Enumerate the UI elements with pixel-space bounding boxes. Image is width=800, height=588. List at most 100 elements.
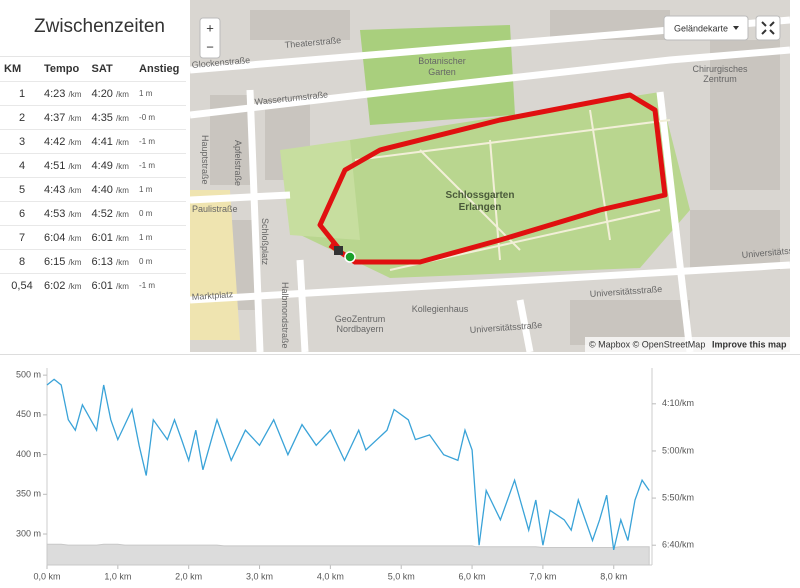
column-header: Anstieg [139,63,180,75]
split-row: 2 4:37 /km 4:35 /km -0 m [0,105,186,130]
pace-cell: 4:37 /km [40,105,88,130]
pace-value: 4:43 [44,183,66,196]
street-label: Theaterstraße [284,35,341,50]
y-tick-label: 400 m [16,449,41,459]
street-label: Apfelstraße [233,140,243,186]
unit: /km [68,257,82,267]
elev-cell: -1 m [135,153,186,178]
unit: /km [68,137,82,147]
sat-value: 6:13 [91,255,113,268]
km-cell: 1 [0,81,40,106]
layer-button[interactable] [663,15,749,41]
place-label: Kollegienhaus [412,304,469,314]
splits-title: Zwischenzeiten [0,0,190,57]
street-label: Schloßplatz [260,218,270,266]
sat-cell: 6:01 /km [87,273,136,297]
sat-value: 4:35 [91,111,113,124]
pace-value: 6:15 [44,255,66,268]
sat-cell: 6:13 /km [87,249,136,274]
fullscreen-button[interactable] [755,15,781,41]
pace-value: 4:37 [44,111,66,124]
x-tick-label: 3,0 km [246,571,273,581]
elev-cell: 0 m [135,249,186,274]
elev-cell: -1 m [135,129,186,154]
unit: /km [116,89,129,99]
x-tick-label: 6,0 km [459,571,486,581]
garden-west [280,140,360,240]
km-cell: 2 [0,105,40,130]
unit: /km [116,137,129,147]
park [285,92,690,278]
unit: /km [68,113,82,123]
elev-cell: -1 m [135,273,186,297]
x-tick-label: 7,0 km [529,571,556,581]
pace-value: 4:53 [44,207,66,220]
zoom-box [199,17,221,59]
km-cell: 3 [0,129,40,154]
unit: /km [68,209,82,219]
unit: /km [116,209,129,219]
y-tick-label: 500 m [16,370,41,380]
sat-value: 4:20 [91,87,113,100]
pace-value: 6:04 [44,231,66,244]
place-label: Nordbayern [336,324,383,334]
y-tick-label: 350 m [16,489,41,499]
pace-cell: 4:23 /km [40,81,88,106]
zoom-in[interactable]: + [206,20,214,35]
sat-value: 6:01 [91,231,113,244]
park-label: Schlossgarten [446,190,515,201]
split-row: 3 4:42 /km 4:41 /km -1 m [0,129,186,154]
pace-cell: 6:04 /km [40,225,88,250]
chart: 300 m 350 m 400 m 450 m 500 m 4:10/km 5:00/km 5… [0,354,800,581]
splits-panel: Zwischenzeiten KM Tempo SAT Anstieg 1 4:23 /… [0,0,191,352]
x-tick-label: 2,0 km [175,571,202,581]
improve-link[interactable]: Improve this map [712,339,787,349]
place-label: Chirurgisches [692,64,748,74]
unit: /km [116,113,129,123]
route [317,92,668,265]
header-row: KM Tempo SAT Anstieg [0,57,186,82]
elev-cell: 1 m [135,177,186,202]
elev-cell: 0 m [135,201,186,226]
split-row: 4 4:51 /km 4:49 /km -1 m [0,153,186,178]
unit: /km [68,89,82,99]
unit: /km [116,233,129,243]
split-row: 1 4:23 /km 4:20 /km 1 m [0,81,186,106]
pace-value: 4:23 [44,87,66,100]
street-label: Halbmondstraße [280,282,290,349]
km-cell: 0,54 [0,273,40,297]
pace-cell: 4:42 /km [40,129,88,154]
elev-cell: 1 m [135,225,186,250]
layer-label[interactable]: Geländekarte [674,23,728,33]
unit: /km [68,161,82,171]
unit: /km [116,185,129,195]
km-cell: 5 [0,177,40,202]
rows: 1 4:23 /km 4:20 /km 1 m 2 4:37 /km 4:35 /km -0 … [0,81,186,297]
y2-tick-label: 4:10/km [662,398,694,408]
sat-cell: 4:20 /km [87,81,136,106]
split-row: 8 6:15 /km 6:13 /km 0 m [0,249,186,274]
y-tick-label: 450 m [16,409,41,419]
sat-value: 4:52 [91,207,113,220]
sat-value: 6:01 [91,279,113,292]
pace-cell: 6:02 /km [40,273,88,297]
elev-cell: -0 m [135,105,186,130]
sat-cell: 4:35 /km [87,105,136,130]
pace-value: 4:51 [44,159,66,172]
pace-cell: 4:53 /km [40,201,88,226]
km-cell: 6 [0,201,40,226]
unit: /km [116,161,129,171]
y2-tick-label: 6:40/km [662,540,694,550]
sat-cell: 4:41 /km [87,129,136,154]
unit: /km [68,281,82,291]
map[interactable]: Theaterstraße Glockenstraße Wasserturmst… [190,0,790,352]
pace-cell: 4:51 /km [40,153,88,178]
zoom-out[interactable]: − [206,39,214,54]
pace-cell: 4:43 /km [40,177,88,202]
place-label: Botanischer [418,56,466,66]
unit: /km [68,185,82,195]
column-header: KM [4,63,22,75]
pace-value: 6:02 [44,279,66,292]
